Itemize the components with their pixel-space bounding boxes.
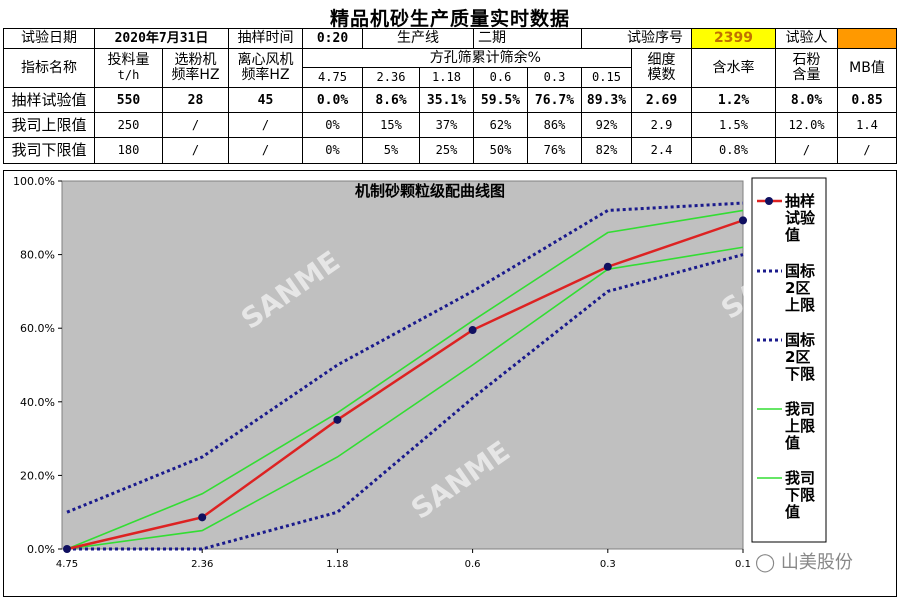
row-cell: 0% — [302, 137, 363, 164]
header-fan-unit: 频率HZ — [241, 67, 290, 83]
header-feed-unit: t/h — [117, 68, 140, 82]
data-point — [603, 262, 612, 271]
seq-value: 2399 — [691, 28, 776, 49]
row-cell: 0.8% — [691, 137, 776, 164]
row-cell: / — [837, 137, 897, 164]
logo: ◯ 山美股份 — [755, 552, 853, 573]
chart-title: 机制砂颗粒级配曲线图 — [355, 182, 505, 200]
series-line-0 — [66, 219, 744, 551]
x-tick-label: 4.75 — [56, 559, 78, 570]
row-cell: / — [228, 112, 303, 138]
page-title: 精品机砂生产质量实时数据 — [329, 8, 570, 30]
legend-label: 国标 2区下限 — [785, 331, 815, 383]
row-cell: 550 — [94, 87, 163, 113]
data-point — [739, 216, 747, 225]
x-tick-label: 1.18 — [326, 559, 348, 570]
header-feed: 投料量 t/h — [94, 48, 163, 88]
row-cell: 37% — [419, 112, 474, 138]
data-point — [63, 545, 71, 553]
y-tick-label: 60.0% — [20, 322, 55, 335]
y-tick-label: 100.0% — [13, 175, 55, 188]
chart-area — [3, 170, 897, 597]
y-tick-label: 80.0% — [20, 249, 55, 262]
series-line-3 — [66, 209, 744, 550]
y-tick-label: 20.0% — [20, 469, 55, 482]
legend-marker — [765, 197, 773, 205]
row-cell: 50% — [473, 137, 528, 164]
sieve-size: 0.6 — [473, 67, 528, 88]
header-sep-unit: 频率HZ — [171, 67, 220, 83]
header-sep-label: 选粉机 — [174, 52, 217, 68]
row-cell: 82% — [581, 137, 632, 164]
x-tick-label: 2.36 — [191, 559, 213, 570]
y-tick-label: 40.0% — [20, 396, 55, 409]
tester-label: 试验人 — [775, 28, 838, 49]
header-mb: MB值 — [837, 48, 897, 88]
row-cell: / — [775, 137, 838, 164]
plot-area — [61, 180, 744, 550]
series-line-1 — [66, 201, 744, 514]
header-fan-label: 离心风机 — [237, 52, 294, 68]
y-tick-label: 0.0% — [27, 543, 55, 556]
row-cell: 8.0% — [775, 87, 838, 113]
legend-box — [751, 177, 827, 543]
x-tick-label: 0.3 — [600, 559, 616, 570]
row-cell: 0% — [302, 112, 363, 138]
row-cell: 89.3% — [581, 87, 632, 113]
legend-label: 我司上限值 — [785, 400, 815, 452]
x-tick-label: 0.6 — [465, 559, 481, 570]
row-cell: / — [228, 137, 303, 164]
x-tick-label: 0.1 — [735, 559, 751, 570]
row-cell: 0.85 — [837, 87, 897, 113]
row-label: 抽样试验值 — [3, 87, 95, 113]
header-feed-label: 投料量 — [107, 52, 150, 68]
data-point — [333, 415, 342, 424]
row-cell: 62% — [473, 112, 528, 138]
header-fan: 离心风机 频率HZ — [228, 48, 303, 88]
legend-label: 我司下限值 — [785, 469, 815, 521]
row-cell: 1.5% — [691, 112, 776, 138]
row-cell: 59.5% — [473, 87, 528, 113]
series-line-4 — [66, 246, 744, 550]
row-cell: 25% — [419, 137, 474, 164]
legend-label: 抽样试验值 — [785, 192, 816, 244]
data-point — [198, 513, 207, 522]
header-powder: 石粉 含量 — [775, 48, 838, 88]
data-point — [468, 326, 477, 335]
logo-text: 山美股份 — [780, 552, 853, 573]
row-cell: / — [162, 137, 229, 164]
row-cell: 1.4 — [837, 112, 897, 138]
legend-label: 国标 2区上限 — [785, 262, 815, 314]
row-cell: 12.0% — [775, 112, 838, 138]
row-cell: 92% — [581, 112, 632, 138]
